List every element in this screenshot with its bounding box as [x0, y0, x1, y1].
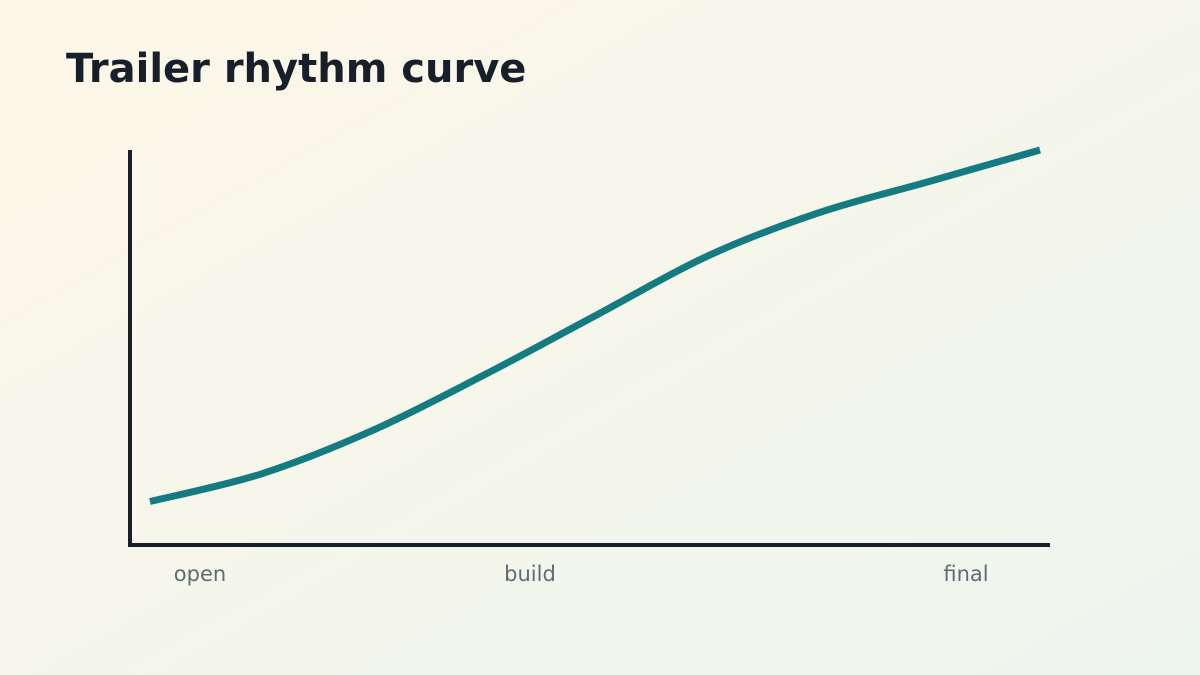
x-label: open [174, 562, 226, 586]
x-label: final [943, 562, 988, 586]
curve-line [149, 146, 1041, 505]
chart-title: Trailer rhythm curve [66, 46, 526, 92]
x-label: build [504, 562, 556, 586]
